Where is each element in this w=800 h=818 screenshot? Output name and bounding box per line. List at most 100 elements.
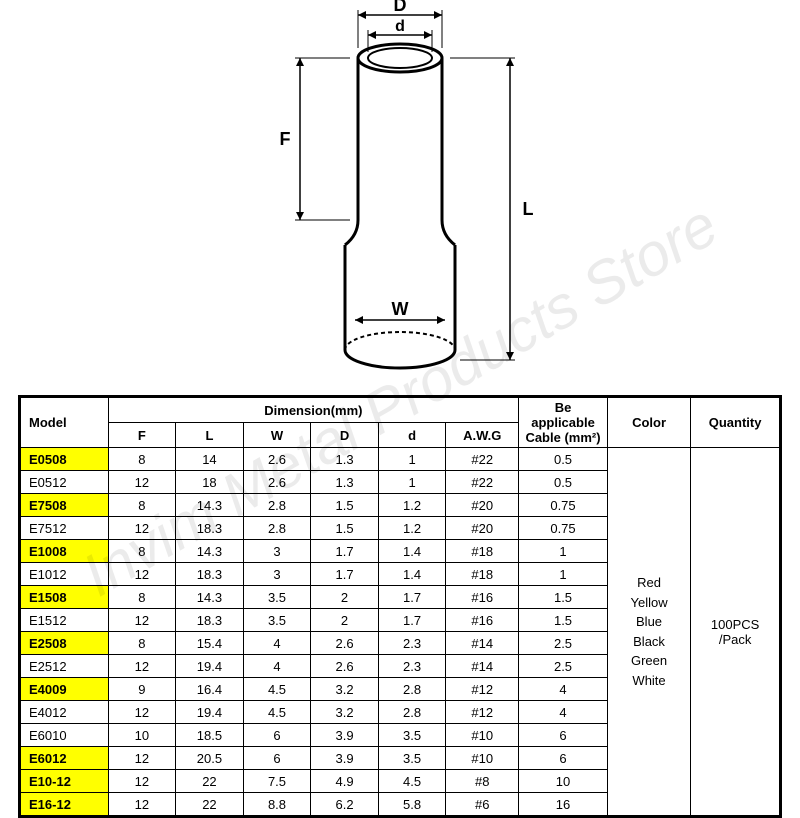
cell-model: E0508 [21,448,109,471]
cell-AWG: #10 [446,747,519,770]
cell-d: 2.8 [378,701,446,724]
cell-d: 1.7 [378,586,446,609]
cell-d: 4.5 [378,770,446,793]
cell-F: 12 [108,609,176,632]
th-L: L [176,423,244,448]
cell-W: 4 [243,632,311,655]
cell-model: E7512 [21,517,109,540]
cell-F: 12 [108,701,176,724]
cell-W: 4.5 [243,701,311,724]
cell-model: E16-12 [21,793,109,816]
cell-L: 14 [176,448,244,471]
cell-D: 1.7 [311,563,379,586]
cell-L: 18.3 [176,563,244,586]
cell-F: 8 [108,494,176,517]
cell-AWG: #18 [446,563,519,586]
cell-F: 8 [108,448,176,471]
cell-F: 8 [108,632,176,655]
cell-D: 3.2 [311,701,379,724]
cell-d: 2.3 [378,632,446,655]
cell-W: 8.8 [243,793,311,816]
th-model: Model [21,398,109,448]
spec-table-container: Model Dimension(mm) Be applicable Cable … [18,395,782,818]
cell-L: 19.4 [176,655,244,678]
cell-model: E6012 [21,747,109,770]
cell-W: 6 [243,747,311,770]
cell-model: E1508 [21,586,109,609]
cell-W: 4 [243,655,311,678]
cell-W: 7.5 [243,770,311,793]
cell-F: 12 [108,563,176,586]
cell-F: 12 [108,747,176,770]
label-W: W [392,299,409,319]
cell-D: 1.3 [311,471,379,494]
cell-AWG: #14 [446,632,519,655]
cell-L: 16.4 [176,678,244,701]
cell-cable: 2.5 [519,632,608,655]
cell-AWG: #14 [446,655,519,678]
cell-F: 12 [108,770,176,793]
cell-cable: 6 [519,747,608,770]
cell-D: 4.9 [311,770,379,793]
cell-cable: 16 [519,793,608,816]
cell-model: E1008 [21,540,109,563]
cell-W: 2.8 [243,494,311,517]
cell-L: 14.3 [176,494,244,517]
cell-cable: 1.5 [519,586,608,609]
cell-model: E10-12 [21,770,109,793]
cell-W: 3 [243,563,311,586]
th-dimension-group: Dimension(mm) [108,398,519,423]
cell-model: E4009 [21,678,109,701]
label-D: D [394,0,407,15]
cell-D: 2.6 [311,632,379,655]
cell-cable: 0.75 [519,494,608,517]
cell-W: 4.5 [243,678,311,701]
cell-L: 18.5 [176,724,244,747]
cell-model: E2512 [21,655,109,678]
cell-d: 1.2 [378,494,446,517]
cell-W: 2.8 [243,517,311,540]
cell-L: 20.5 [176,747,244,770]
cell-model: E1012 [21,563,109,586]
cell-model: E4012 [21,701,109,724]
cell-cable: 6 [519,724,608,747]
cell-AWG: #12 [446,678,519,701]
cell-cable: 4 [519,701,608,724]
cell-D: 1.7 [311,540,379,563]
cell-AWG: #18 [446,540,519,563]
cell-cable: 1.5 [519,609,608,632]
cell-d: 3.5 [378,724,446,747]
cell-d: 1.4 [378,563,446,586]
cell-AWG: #8 [446,770,519,793]
th-D: D [311,423,379,448]
cell-cable: 1 [519,540,608,563]
cell-model: E7508 [21,494,109,517]
cell-F: 12 [108,793,176,816]
cell-cable: 2.5 [519,655,608,678]
cell-D: 1.5 [311,517,379,540]
cell-L: 15.4 [176,632,244,655]
cell-W: 3 [243,540,311,563]
cell-W: 2.6 [243,471,311,494]
cell-F: 10 [108,724,176,747]
cell-L: 14.3 [176,586,244,609]
cell-W: 2.6 [243,448,311,471]
cell-D: 1.3 [311,448,379,471]
cell-model: E2508 [21,632,109,655]
cell-D: 2 [311,586,379,609]
cell-quantity: 100PCS /Pack [691,448,780,816]
cell-AWG: #22 [446,448,519,471]
cell-d: 2.3 [378,655,446,678]
cell-L: 18.3 [176,609,244,632]
cell-d: 1.2 [378,517,446,540]
cell-AWG: #22 [446,471,519,494]
cell-F: 12 [108,655,176,678]
th-AWG: A.W.G [446,423,519,448]
cell-L: 19.4 [176,701,244,724]
cell-model: E1512 [21,609,109,632]
cell-d: 2.8 [378,678,446,701]
cell-d: 3.5 [378,747,446,770]
cell-D: 3.9 [311,747,379,770]
label-L: L [523,199,534,219]
cell-d: 1 [378,448,446,471]
